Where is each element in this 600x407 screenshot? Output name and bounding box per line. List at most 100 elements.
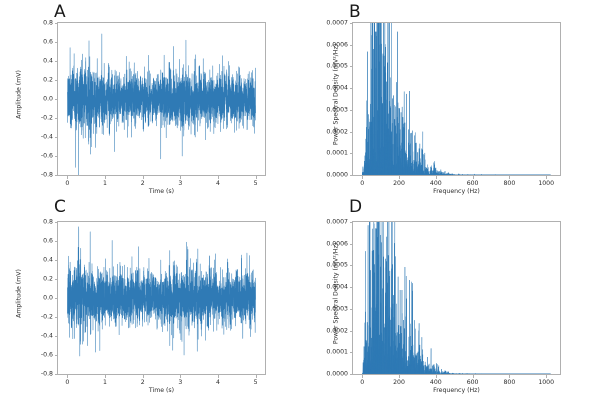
x-tickmark <box>546 176 548 179</box>
y-tick-label: 0.0 <box>43 95 53 103</box>
y-tick-label: 0.0005 <box>326 62 348 70</box>
x-tick-label: 400 <box>429 379 442 386</box>
x-tickmark <box>399 176 400 179</box>
y-tickmark <box>349 287 352 289</box>
x-tick-label: 5 <box>253 180 258 187</box>
y-tick-label: 0.0001 <box>326 149 348 157</box>
y-tickmark <box>349 243 352 245</box>
y-tick-label: -0.2 <box>40 313 53 321</box>
y-tick-label: 0.2 <box>43 275 53 283</box>
x-tickmark <box>67 176 69 179</box>
panel-d-letter: D <box>349 197 363 217</box>
panel-a-axes[interactable] <box>57 22 266 176</box>
x-tickmark <box>255 176 257 179</box>
y-tickmark <box>54 23 57 24</box>
y-tickmark <box>349 23 352 24</box>
x-tickmark <box>435 375 437 378</box>
y-tick-label: 0.0007 <box>326 218 348 226</box>
x-tick-label: 800 <box>503 180 516 187</box>
x-tick-label: 5 <box>253 379 258 386</box>
panel-d-axes[interactable] <box>352 221 561 375</box>
y-tickmark <box>349 66 352 68</box>
x-tickmark <box>472 176 474 179</box>
y-tickmark <box>349 374 352 375</box>
y-tickmark <box>54 260 57 261</box>
x-tickmark <box>105 176 106 179</box>
y-tickmark <box>54 118 57 119</box>
y-tickmark <box>349 352 352 354</box>
y-tickmark <box>349 44 352 46</box>
y-tick-label: 0.0007 <box>326 19 348 27</box>
x-tickmark <box>362 375 364 378</box>
panel-a-plot-area <box>67 33 256 175</box>
x-tick-label: 4 <box>216 379 220 386</box>
y-tickmark <box>349 153 352 155</box>
y-tick-label: 0.0005 <box>326 261 348 269</box>
y-tickmark <box>54 298 57 299</box>
y-tickmark <box>54 99 57 100</box>
y-tick-label: 0.0002 <box>326 128 348 136</box>
x-tick-label: 200 <box>393 379 405 386</box>
y-tick-label: 0.8 <box>43 19 53 27</box>
x-tick-label: 1000 <box>538 379 555 386</box>
y-tickmark <box>349 175 352 176</box>
y-tick-label: 0.0000 <box>326 171 348 179</box>
x-tick-label: 0 <box>360 180 365 187</box>
y-tick-label: 0.8 <box>43 218 53 226</box>
y-tickmark <box>349 330 352 332</box>
y-tick-label: -0.8 <box>40 171 53 179</box>
x-tick-label: 3 <box>178 379 183 386</box>
y-tick-label: -0.4 <box>40 133 53 141</box>
x-tick-label: 0 <box>360 379 365 386</box>
x-tick-label: 2 <box>140 180 145 187</box>
panel-b-xlabel: Frequency (Hz) <box>433 188 480 195</box>
y-tick-label: 0.0003 <box>326 106 348 114</box>
y-tickmark <box>54 137 57 138</box>
x-tickmark <box>180 176 182 179</box>
panel-c-letter: C <box>54 197 66 217</box>
y-tick-label: 0.0004 <box>326 84 348 92</box>
y-tick-label: 0.0003 <box>326 305 348 313</box>
y-tickmark <box>349 109 352 111</box>
y-tickmark <box>54 61 57 62</box>
panel-b-plot-area <box>361 23 551 175</box>
x-tickmark <box>472 375 474 378</box>
y-tick-label: -0.2 <box>40 114 53 122</box>
panel-c-xlabel: Time (s) <box>148 387 175 394</box>
x-tick-label: 2 <box>140 379 145 386</box>
y-tick-label: 0.0001 <box>326 348 348 356</box>
signal-trace <box>67 33 256 175</box>
y-tickmark <box>54 336 57 337</box>
x-tick-label: 0 <box>65 379 70 386</box>
y-tick-label: 0.6 <box>43 38 53 46</box>
x-tick-label: 600 <box>466 379 479 386</box>
x-tick-label: 1000 <box>538 180 555 187</box>
y-tick-label: 0.6 <box>43 237 53 245</box>
x-tick-label: 0 <box>65 180 70 187</box>
x-tickmark <box>362 176 364 179</box>
x-tick-label: 800 <box>503 379 516 386</box>
x-tickmark <box>509 176 511 179</box>
y-tickmark <box>349 131 352 133</box>
y-tickmark <box>54 279 57 280</box>
y-tickmark <box>349 308 352 310</box>
x-tickmark <box>218 176 219 179</box>
y-tickmark <box>54 156 57 157</box>
y-tick-label: 0.0006 <box>326 240 348 248</box>
y-tickmark <box>349 265 352 267</box>
y-tickmark <box>54 355 57 356</box>
y-tick-label: 0.0000 <box>326 370 348 378</box>
panel-b-axes[interactable] <box>352 22 561 176</box>
x-tick-label: 600 <box>466 180 479 187</box>
panel-c-axes[interactable] <box>57 221 266 375</box>
x-tick-label: 3 <box>178 180 183 187</box>
panel-d-xlabel: Frequency (Hz) <box>433 387 480 394</box>
x-tickmark <box>218 375 219 378</box>
panel-a-xlabel: Time (s) <box>148 188 175 195</box>
x-tick-label: 4 <box>216 180 220 187</box>
y-tickmark <box>349 88 352 90</box>
y-tick-label: -0.6 <box>40 351 53 359</box>
y-tickmark <box>54 374 57 375</box>
x-tick-label: 200 <box>393 180 405 187</box>
